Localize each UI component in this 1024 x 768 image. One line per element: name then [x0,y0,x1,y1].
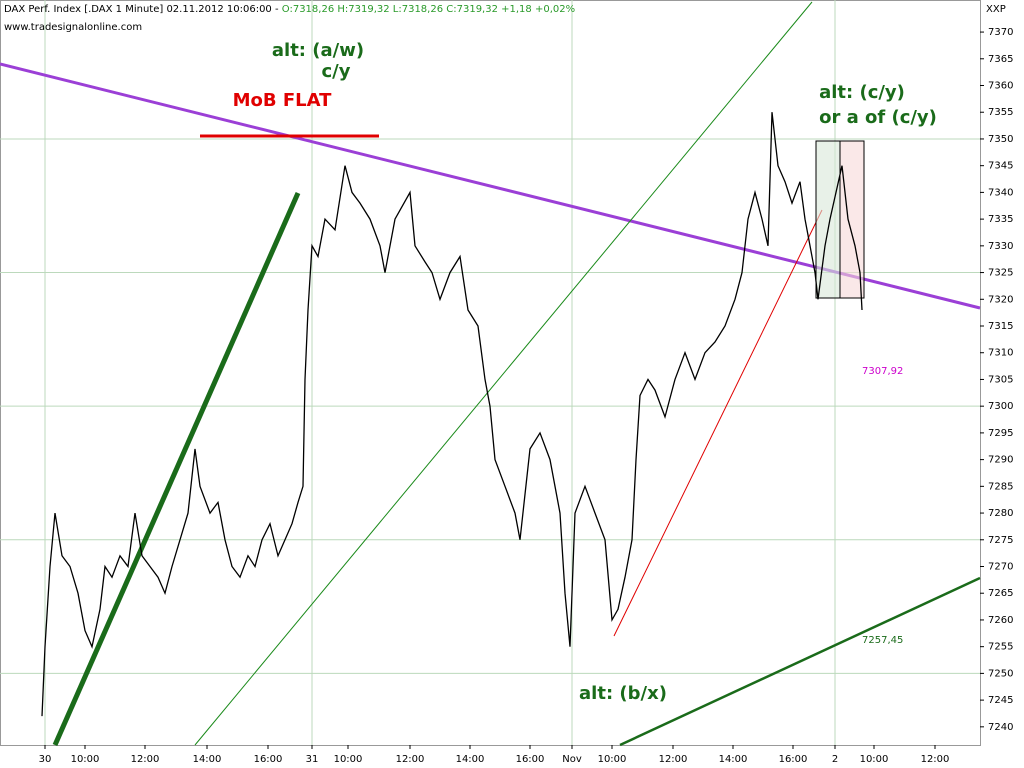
ohlc: O:7318,26 H:7319,32 L:7318,26 C:7319,32 … [282,4,575,15]
x-tick-label: 10:00 [860,754,889,765]
y-tick-label: 7280 [988,508,1013,519]
box-red [839,140,865,299]
x-tick-label: 12:00 [396,754,425,765]
x-tick-label: Nov [562,754,582,765]
x-tick-label: 12:00 [921,754,950,765]
y-tick-label: 7245 [988,695,1013,706]
y-tick-label: 7295 [988,428,1013,439]
green-thick-trendline [52,191,301,747]
axis-label: XXP [986,4,1006,15]
y-tick-label: 7265 [988,588,1013,599]
annotation: or a of (c/y) [819,107,937,128]
y-tick-label: 7360 [988,81,1013,92]
y-tick-label: 7315 [988,321,1013,332]
y-tick-label: 7335 [988,214,1013,225]
annotation: 7257,45 [862,635,903,646]
y-tick-label: 7255 [988,642,1013,653]
grid [0,0,980,745]
x-tick-label: 10:00 [334,754,363,765]
annotation: alt: (a/w) [272,40,364,61]
y-tick-label: 7310 [988,348,1013,359]
annotation: alt: (c/y) [819,82,905,103]
y-tick-label: 7260 [988,615,1013,626]
y-tick-label: 7365 [988,54,1013,65]
green-thin-trendline [194,1,813,746]
box-green [815,140,841,299]
y-tick-label: 7270 [988,561,1013,572]
x-tick-label: 12:00 [659,754,688,765]
x-tick-label: 30 [39,754,52,765]
y-tick-label: 7250 [988,668,1013,679]
y-tick-label: 7350 [988,134,1013,145]
annotation: c/y [322,61,351,82]
x-tick-label: 31 [306,754,319,765]
x-tick-label: 16:00 [779,754,808,765]
y-tick-label: 7240 [988,722,1013,733]
green-bottom-trendline [619,576,981,747]
x-tick-label: 14:00 [719,754,748,765]
x-tick-label: 14:00 [456,754,485,765]
x-tick-label: 2 [832,754,838,765]
y-tick-label: 7325 [988,268,1013,279]
y-tick-label: 7345 [988,161,1013,172]
x-tick-label: 10:00 [71,754,100,765]
y-tick-label: 7320 [988,294,1013,305]
y-tick-label: 7370 [988,27,1013,38]
x-tick-label: 10:00 [598,754,627,765]
y-tick-label: 7355 [988,107,1013,118]
y-tick-label: 7340 [988,187,1013,198]
x-tick-label: 16:00 [254,754,283,765]
chart-title: DAX Perf. Index [.DAX 1 Minute] 02.11.20… [4,4,575,15]
title: DAX Perf. Index [.DAX 1 Minute] 02.11.20… [4,4,282,15]
y-tick-label: 7300 [988,401,1013,412]
y-tick-label: 7290 [988,455,1013,466]
x-tick-label: 14:00 [193,754,222,765]
annotation: MoB FLAT [233,90,333,111]
marks [41,112,863,717]
price-line [41,112,863,717]
watermark: www.tradesignalonline.com [4,22,142,33]
y-tick-label: 7285 [988,481,1013,492]
y-tick-label: 7305 [988,374,1013,385]
annotation: alt: (b/x) [579,683,667,704]
plot-frame [0,0,981,746]
y-tick-label: 7275 [988,535,1013,546]
x-tick-label: 16:00 [516,754,545,765]
annotation: 7307,92 [862,366,903,377]
y-tick-label: 7330 [988,241,1013,252]
red-trendline [613,209,823,637]
x-tick-label: 12:00 [131,754,160,765]
